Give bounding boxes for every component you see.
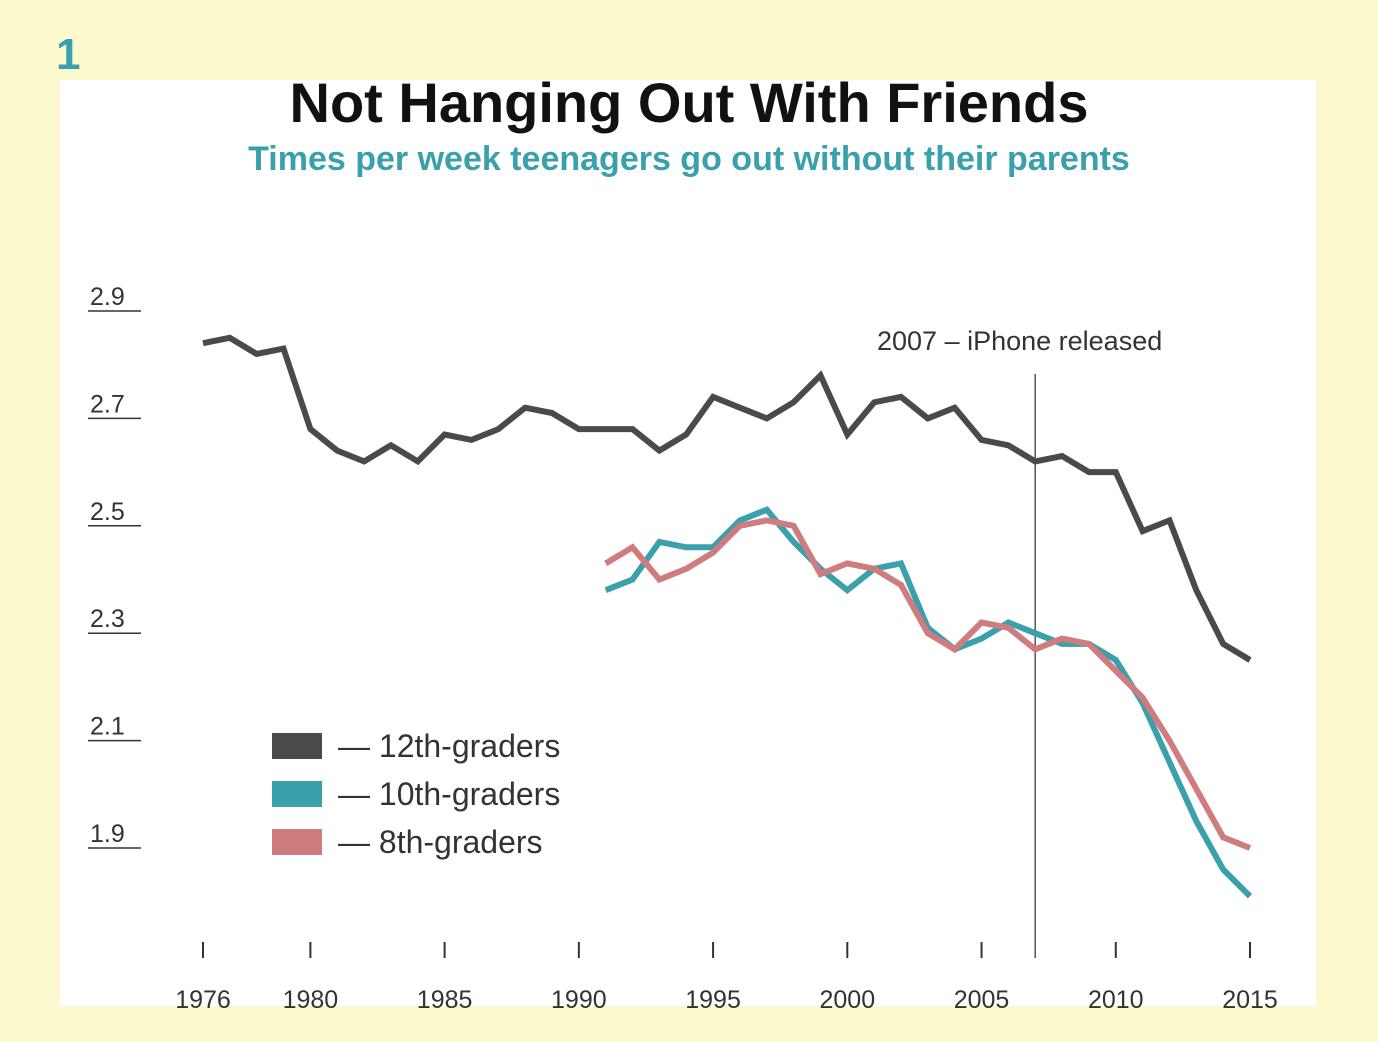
legend: — 12th-graders — 10th-graders — 8th-grad…	[272, 722, 560, 866]
y-tick-label: 2.1	[90, 713, 125, 741]
series-line-10th-graders	[604, 506, 1253, 899]
x-tick-label: 1990	[551, 986, 607, 1014]
legend-label-12th: — 12th-graders	[338, 727, 561, 764]
series-line-8th-graders	[604, 517, 1252, 851]
legend-item-8th: — 8th-graders	[272, 818, 560, 866]
x-tick-label: 1995	[685, 986, 741, 1014]
legend-item-10th: — 10th-graders	[272, 770, 560, 818]
chart-title: Not Hanging Out With Friends	[289, 71, 1089, 134]
x-tick-label: 2015	[1222, 986, 1278, 1014]
x-tick-label: 2000	[819, 986, 875, 1014]
series-line-12th-graders	[202, 334, 1252, 663]
y-tick-label: 2.3	[90, 605, 125, 633]
legend-swatch-12th	[272, 733, 322, 759]
chart-subtitle: Times per week teenagers go out without …	[248, 140, 1130, 178]
legend-label-10th: — 10th-graders	[338, 775, 561, 812]
legend-swatch-10th	[272, 781, 322, 807]
y-tick-label: 2.9	[90, 283, 125, 311]
legend-label-8th: — 8th-graders	[338, 823, 543, 860]
annotation-label: 2007 – iPhone released	[877, 326, 1162, 356]
y-tick-label: 1.9	[90, 820, 125, 848]
y-tick-label: 2.7	[90, 390, 125, 418]
x-tick-label: 1985	[417, 986, 473, 1014]
x-tick-label: 2005	[954, 986, 1010, 1014]
y-tick-label: 2.5	[90, 498, 125, 526]
legend-swatch-8th	[272, 829, 322, 855]
x-tick-label: 2010	[1088, 986, 1144, 1014]
figure-number: 1	[56, 30, 81, 79]
x-tick-label: 1980	[283, 986, 339, 1014]
chart-panel	[60, 80, 1316, 1006]
legend-item-12th: — 12th-graders	[272, 722, 560, 770]
x-tick-label: 1976	[175, 986, 231, 1014]
